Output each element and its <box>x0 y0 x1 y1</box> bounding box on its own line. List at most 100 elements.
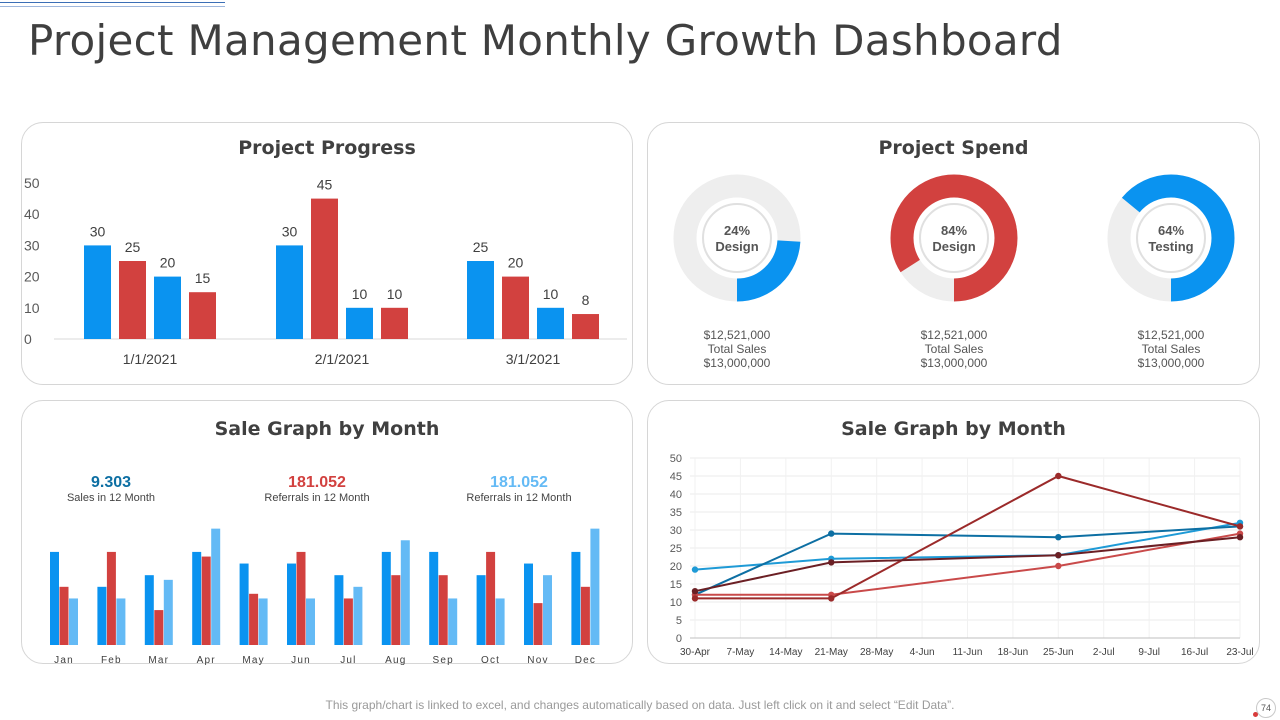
x-tick-label: 21-May <box>815 647 848 658</box>
donut-category-label: Design <box>932 239 975 254</box>
bar <box>306 598 315 645</box>
bar-data-label: 10 <box>352 286 368 302</box>
x-category-label: 3/1/2021 <box>506 351 561 367</box>
kpi-value: 9.303 <box>91 474 131 491</box>
donut-percent-label: 84% <box>941 223 967 238</box>
header-accent-line <box>0 2 225 3</box>
data-point <box>828 595 835 602</box>
donut-value-arc <box>890 174 1018 302</box>
sale-graph-lines-panel: Sale Graph by Month 0 5 10 15 20 25 30 35 40 45 50… <box>647 400 1260 664</box>
bar-data-label: 20 <box>160 255 176 271</box>
y-tick-label: 45 <box>670 471 682 483</box>
bar <box>502 276 529 339</box>
bar-data-label: 25 <box>473 239 489 255</box>
x-category-label: Dec <box>575 655 596 665</box>
bar-data-label: 30 <box>282 223 298 239</box>
bar <box>50 551 59 645</box>
x-category-label: Mar <box>148 655 169 665</box>
donut-total: $13,000,000 <box>704 356 771 370</box>
kpi-value: 181.052 <box>490 474 548 491</box>
series-line <box>694 536 1241 593</box>
y-tick-label: 50 <box>670 453 682 465</box>
data-point <box>691 566 699 573</box>
sale-graph-bars-title: Sale Graph by Month <box>214 418 440 440</box>
data-point <box>1055 534 1062 541</box>
y-tick-label: 10 <box>670 597 682 609</box>
bar <box>287 563 296 645</box>
x-category-label: 2/1/2021 <box>315 351 370 367</box>
bar <box>448 598 458 645</box>
x-tick-label: 23-Jul <box>1226 647 1253 658</box>
bar <box>524 563 533 645</box>
y-tick-label: 25 <box>670 543 682 555</box>
bar-data-label: 30 <box>90 223 106 239</box>
x-category-label: May <box>242 655 265 665</box>
y-tick-label: 40 <box>670 489 682 501</box>
kpi-label: Referrals in 12 Month <box>264 492 369 504</box>
kpi-value: 181.052 <box>288 474 346 491</box>
bar <box>343 598 353 645</box>
bar <box>192 551 202 645</box>
bar <box>249 593 259 645</box>
y-tick-label: 35 <box>670 507 682 519</box>
bar <box>533 603 543 645</box>
data-point <box>828 559 835 566</box>
project-spend-panel: Project Spend 24% Design $12,521,000 Total … <box>647 122 1260 385</box>
x-tick-label: 4-Jun <box>910 647 935 658</box>
bar <box>381 551 391 645</box>
donut-caption: Total Sales <box>1142 342 1201 356</box>
bar-data-label: 10 <box>543 286 559 302</box>
bar <box>311 198 338 339</box>
header-accent-line-secondary <box>0 6 225 7</box>
bar-data-label: 25 <box>125 239 141 255</box>
donut-value-arc <box>1107 174 1235 302</box>
donut-center <box>1136 203 1206 273</box>
x-tick-label: 9-Jul <box>1138 647 1160 658</box>
x-tick-label: 30-Apr <box>680 647 711 658</box>
data-point <box>1236 523 1244 530</box>
project-progress-chart[interactable]: 0 10 20 30 40 50 30 25 20 15 1/1/2021 30 45 10 10 2/1/2… <box>22 123 634 386</box>
x-category-label: Jan <box>54 655 74 665</box>
bar <box>59 586 69 645</box>
bar <box>495 598 505 645</box>
bar-data-label: 45 <box>317 177 333 193</box>
y-tick-label: 50 <box>24 175 40 191</box>
bar <box>391 575 401 645</box>
x-category-label: Apr <box>197 655 216 665</box>
bar <box>543 575 552 645</box>
x-category-label: Sep <box>432 655 453 665</box>
bar-data-label: 15 <box>195 270 211 286</box>
kpi-label: Sales in 12 Month <box>67 492 155 504</box>
footer-note: This graph/chart is linked to excel, and… <box>325 698 955 712</box>
x-tick-label: 11-Jun <box>953 647 983 658</box>
x-category-label: 1/1/2021 <box>123 351 178 367</box>
donut-amount: $12,521,000 <box>704 328 771 342</box>
bar <box>69 598 78 645</box>
data-point <box>691 588 699 595</box>
y-tick-label: 0 <box>676 633 682 645</box>
series-line <box>695 532 1241 596</box>
project-progress-panel: Project Progress 0 10 20 30 40 50 30 25 20 15 1/1/… <box>21 122 633 385</box>
x-tick-label: 7-May <box>727 647 755 658</box>
x-category-label: Jul <box>340 655 356 665</box>
sale-graph-lines-chart[interactable]: 0 5 10 15 20 25 30 35 40 45 50 30-Apr 7-May 14-May 21-… <box>648 401 1261 665</box>
page-number-dot <box>1253 712 1258 717</box>
x-category-label: Aug <box>385 655 406 665</box>
donut-caption: Total Sales <box>708 342 767 356</box>
bar <box>154 610 164 645</box>
bar <box>381 307 408 339</box>
bar <box>211 528 221 645</box>
x-tick-label: 16-Jul <box>1181 647 1208 658</box>
donut-total: $13,000,000 <box>921 356 988 370</box>
data-point <box>1055 562 1062 570</box>
x-tick-label: 2-Jul <box>1093 647 1115 658</box>
bar <box>537 307 564 339</box>
x-category-label: Jun <box>291 655 311 665</box>
bar <box>163 579 173 645</box>
bar <box>119 261 146 339</box>
y-tick-label: 10 <box>24 300 40 316</box>
bar <box>400 540 410 645</box>
bar-data-label: 20 <box>508 255 524 271</box>
